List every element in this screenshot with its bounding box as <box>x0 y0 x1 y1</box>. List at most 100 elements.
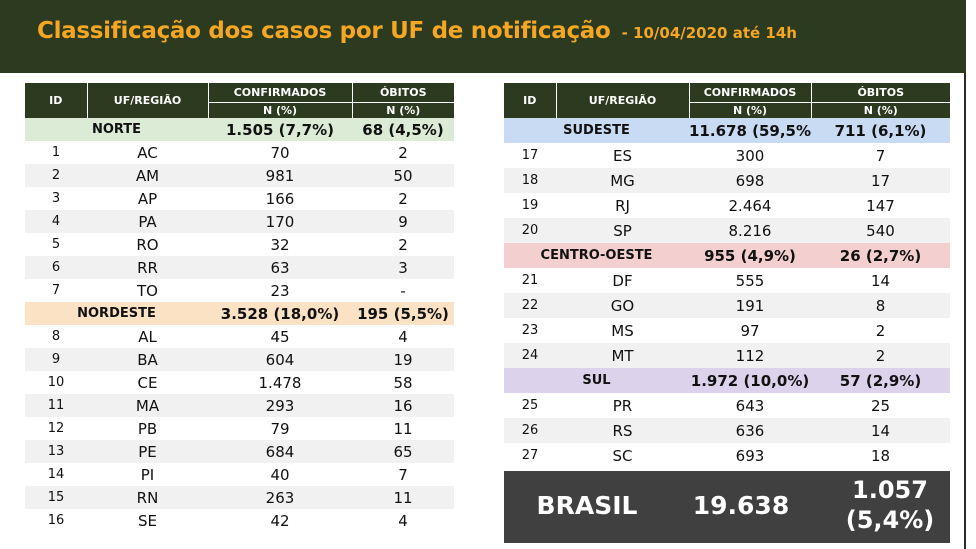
cell-confirmados: 79 <box>208 417 352 440</box>
cell-obitos: 7 <box>811 143 950 168</box>
cell-obitos: 3 <box>352 256 454 279</box>
table-row: 9 BA 604 19 <box>25 348 454 371</box>
cell-confirmados: 166 <box>208 187 352 210</box>
cell-uf: ES <box>556 143 689 168</box>
region-name: SUDESTE <box>504 118 689 143</box>
table-row: 24 MT 112 2 <box>504 343 950 368</box>
table-row: 14 PI 40 7 <box>25 463 454 486</box>
cell-confirmados: 693 <box>689 443 811 468</box>
cell-obitos: 58 <box>352 371 454 394</box>
cell-uf: AC <box>87 141 208 164</box>
table-row: 10 CE 1.478 58 <box>25 371 454 394</box>
cell-obitos: 2 <box>811 318 950 343</box>
cell-id: 5 <box>25 233 87 256</box>
cell-uf: RS <box>556 418 689 443</box>
cell-uf: MG <box>556 168 689 193</box>
cell-id: 10 <box>25 371 87 394</box>
col-id-header: ID <box>504 83 556 118</box>
cell-id: 22 <box>504 293 556 318</box>
table-row: 19 RJ 2.464 147 <box>504 193 950 218</box>
cell-id: 25 <box>504 393 556 418</box>
region-row-centro: CENTRO-OESTE 955 (4,9%) 26 (2,7%) <box>504 243 950 268</box>
cell-uf: CE <box>87 371 208 394</box>
cell-obitos: 2 <box>811 343 950 368</box>
cell-obitos: 16 <box>352 394 454 417</box>
cell-confirmados: 8.216 <box>689 218 811 243</box>
cell-uf: SE <box>87 509 208 532</box>
cell-id: 26 <box>504 418 556 443</box>
table-row: 7 TO 23- <box>25 279 454 302</box>
cell-confirmados: 63 <box>208 256 352 279</box>
cell-confirmados: 32 <box>208 233 352 256</box>
cell-id: 16 <box>25 509 87 532</box>
table-row: 20 SP 8.216 540 <box>504 218 950 243</box>
cell-id: 19 <box>504 193 556 218</box>
region-confirmados: 1.505 (7,7%) <box>208 118 352 141</box>
cell-obitos: 147 <box>811 193 950 218</box>
cell-confirmados: 293 <box>208 394 352 417</box>
table-row: 1 AC 70 2 <box>25 141 454 164</box>
cell-uf: AM <box>87 164 208 187</box>
cell-obitos: 25 <box>811 393 950 418</box>
cell-id: 20 <box>504 218 556 243</box>
cell-id: 21 <box>504 268 556 293</box>
col-confirmados-unit: N (%) <box>207 102 352 118</box>
title-bar: Classificação dos casos por UF de notifi… <box>0 0 966 73</box>
region-confirmados: 1.972 (10,0%) <box>689 368 811 393</box>
table-row: 4 PA 170 9 <box>25 210 454 233</box>
right-table: ID UF/REGIÃO CONFIRMADOS ÓBITOS N (%) N … <box>504 83 950 468</box>
brasil-obitos: 1.057 (5,4%) <box>820 475 960 535</box>
cell-obitos: - <box>352 279 454 302</box>
cell-obitos: 65 <box>352 440 454 463</box>
cell-confirmados: 170 <box>208 210 352 233</box>
cell-confirmados: 555 <box>689 268 811 293</box>
region-obitos: 711 (6,1%) <box>811 118 950 143</box>
cell-id: 23 <box>504 318 556 343</box>
table-row: 22 GO 191 8 <box>504 293 950 318</box>
cell-confirmados: 263 <box>208 486 352 509</box>
cell-uf: TO <box>87 279 208 302</box>
cell-uf: MS <box>556 318 689 343</box>
left-table: ID UF/REGIÃO CONFIRMADOS ÓBITOS N (%) N … <box>25 83 454 532</box>
cell-confirmados: 70 <box>208 141 352 164</box>
cell-uf: AP <box>87 187 208 210</box>
cell-uf: MA <box>87 394 208 417</box>
cell-confirmados: 2.464 <box>689 193 811 218</box>
cell-id: 15 <box>25 486 87 509</box>
region-name: SUL <box>504 368 689 393</box>
region-row-sudeste: SUDESTE 11.678 (59,5%) 711 (6,1%) <box>504 118 950 143</box>
col-uf-header: UF/REGIÃO <box>555 83 689 118</box>
table-row: 12 PB 79 11 <box>25 417 454 440</box>
cell-uf: MT <box>556 343 689 368</box>
cell-confirmados: 45 <box>208 325 352 348</box>
cell-obitos: 19 <box>352 348 454 371</box>
cell-uf: PE <box>87 440 208 463</box>
cell-id: 6 <box>25 256 87 279</box>
table-row: 11 MA 293 16 <box>25 394 454 417</box>
page-subtitle: - 10/04/2020 até 14h <box>621 24 797 42</box>
table-row: 6 RR 63 3 <box>25 256 454 279</box>
region-row-sul: SUL 1.972 (10,0%) 57 (2,9%) <box>504 368 950 393</box>
cell-id: 2 <box>25 164 87 187</box>
cell-confirmados: 981 <box>208 164 352 187</box>
cell-uf: BA <box>87 348 208 371</box>
cell-confirmados: 643 <box>689 393 811 418</box>
cell-obitos: 4 <box>352 509 454 532</box>
cell-confirmados: 604 <box>208 348 352 371</box>
brasil-confirmados: 19.638 <box>692 491 790 520</box>
cell-confirmados: 112 <box>689 343 811 368</box>
cell-id: 8 <box>25 325 87 348</box>
region-confirmados: 11.678 (59,5%) <box>689 118 811 143</box>
cell-obitos: 9 <box>352 210 454 233</box>
cell-uf: SC <box>556 443 689 468</box>
region-confirmados: 955 (4,9%) <box>689 243 811 268</box>
table-row: 18 MG 698 17 <box>504 168 950 193</box>
cell-confirmados: 42 <box>208 509 352 532</box>
cell-uf: PR <box>556 393 689 418</box>
cell-id: 17 <box>504 143 556 168</box>
brasil-obitos-n: 1.057 <box>852 476 928 504</box>
table-row: 15 RN 263 11 <box>25 486 454 509</box>
page-title: Classificação dos casos por UF de notifi… <box>37 18 611 44</box>
cell-confirmados: 698 <box>689 168 811 193</box>
